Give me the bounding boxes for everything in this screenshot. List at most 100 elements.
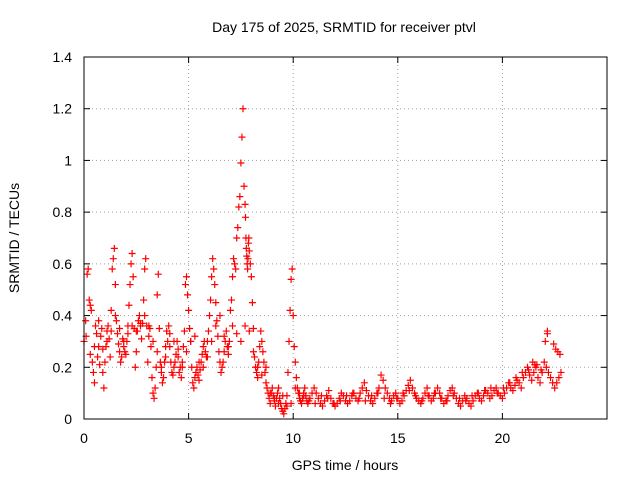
data-point — [169, 371, 177, 379]
data-point — [474, 389, 482, 397]
data-point — [330, 399, 338, 407]
data-point — [90, 379, 98, 387]
data-point — [375, 384, 383, 392]
data-point — [128, 322, 136, 330]
data-point — [93, 330, 101, 338]
data-point — [515, 379, 523, 387]
data-point — [259, 348, 267, 356]
data-point — [533, 361, 541, 369]
data-point — [87, 306, 95, 314]
data-point — [180, 327, 188, 335]
data-point — [101, 358, 109, 366]
data-point — [449, 392, 457, 400]
data-point — [187, 337, 195, 345]
data-point — [170, 337, 178, 345]
data-point — [162, 353, 170, 361]
data-point — [107, 306, 115, 314]
data-point — [206, 312, 214, 320]
data-point — [288, 265, 296, 273]
data-point — [127, 260, 135, 268]
data-point — [177, 374, 185, 382]
data-point — [493, 389, 501, 397]
data-point — [283, 402, 291, 410]
data-point — [317, 392, 325, 400]
data-point — [386, 399, 394, 407]
data-point — [248, 299, 256, 307]
data-point — [82, 317, 90, 325]
data-point — [499, 384, 507, 392]
data-point — [246, 260, 254, 268]
data-point — [120, 337, 128, 345]
data-point — [212, 322, 220, 330]
data-point — [324, 394, 332, 402]
data-point — [529, 358, 537, 366]
data-point — [213, 317, 221, 325]
data-point — [157, 363, 165, 371]
data-point — [170, 363, 178, 371]
data-point — [234, 224, 242, 232]
x-tick-label: 5 — [185, 430, 193, 446]
data-point — [290, 343, 298, 351]
data-point — [258, 371, 266, 379]
data-point — [235, 203, 243, 211]
data-point — [480, 392, 488, 400]
data-point — [190, 384, 198, 392]
data-point — [174, 345, 182, 353]
data-point — [268, 384, 276, 392]
data-point — [122, 350, 130, 358]
data-point — [300, 392, 308, 400]
y-tick-label: 0.6 — [53, 256, 73, 272]
data-point — [158, 379, 166, 387]
data-point — [362, 387, 370, 395]
data-point — [217, 368, 225, 376]
data-point — [399, 389, 407, 397]
data-point — [179, 343, 187, 351]
data-point — [103, 337, 111, 345]
data-point — [117, 358, 125, 366]
data-point — [257, 327, 265, 335]
data-point — [108, 265, 116, 273]
data-point — [86, 301, 94, 309]
data-point — [84, 265, 92, 273]
data-point — [369, 399, 377, 407]
data-point — [506, 379, 514, 387]
data-point — [448, 384, 456, 392]
data-point — [99, 368, 107, 376]
data-point — [96, 361, 104, 369]
data-point — [175, 368, 183, 376]
data-point — [230, 255, 238, 263]
data-point — [129, 273, 137, 281]
data-point — [498, 394, 506, 402]
data-point — [147, 343, 155, 351]
data-point — [298, 399, 306, 407]
data-point — [233, 330, 241, 338]
data-point — [83, 270, 91, 278]
data-point — [240, 182, 248, 190]
data-point — [220, 332, 228, 340]
data-point — [118, 353, 126, 361]
data-point — [356, 389, 364, 397]
data-point — [126, 281, 134, 289]
data-point — [236, 193, 244, 201]
data-point — [361, 397, 369, 405]
data-point — [393, 394, 401, 402]
data-point — [109, 255, 117, 263]
data-point — [111, 312, 119, 320]
data-point — [258, 337, 266, 345]
x-tick-label: 0 — [80, 430, 88, 446]
data-point — [392, 389, 400, 397]
data-point — [155, 325, 163, 332]
data-point — [159, 374, 167, 382]
data-point — [171, 358, 179, 366]
data-point — [528, 376, 536, 384]
y-tick-label: 0.4 — [53, 308, 73, 324]
data-point — [481, 387, 489, 395]
data-point — [164, 337, 172, 345]
data-point — [140, 296, 148, 304]
data-point — [530, 368, 538, 376]
data-point — [209, 255, 217, 263]
data-point — [377, 371, 385, 379]
data-point — [254, 363, 262, 371]
data-point — [149, 389, 157, 397]
